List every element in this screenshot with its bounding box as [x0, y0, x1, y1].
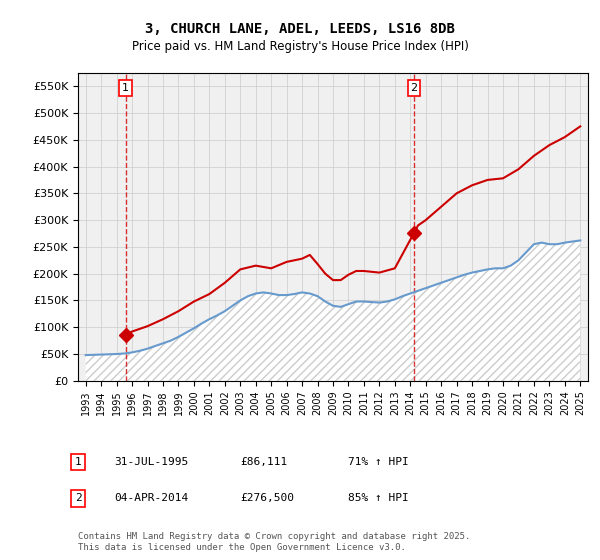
Text: Contains HM Land Registry data © Crown copyright and database right 2025.
This d: Contains HM Land Registry data © Crown c…: [78, 532, 470, 552]
Text: 1: 1: [74, 457, 82, 467]
Text: 2: 2: [410, 83, 418, 93]
Text: 3, CHURCH LANE, ADEL, LEEDS, LS16 8DB: 3, CHURCH LANE, ADEL, LEEDS, LS16 8DB: [145, 22, 455, 36]
Text: Price paid vs. HM Land Registry's House Price Index (HPI): Price paid vs. HM Land Registry's House …: [131, 40, 469, 53]
Text: 1: 1: [122, 83, 129, 93]
Text: 31-JUL-1995: 31-JUL-1995: [114, 457, 188, 467]
Text: 04-APR-2014: 04-APR-2014: [114, 493, 188, 503]
Text: 85% ↑ HPI: 85% ↑ HPI: [348, 493, 409, 503]
Text: £276,500: £276,500: [240, 493, 294, 503]
Text: 2: 2: [74, 493, 82, 503]
Text: 71% ↑ HPI: 71% ↑ HPI: [348, 457, 409, 467]
Text: £86,111: £86,111: [240, 457, 287, 467]
